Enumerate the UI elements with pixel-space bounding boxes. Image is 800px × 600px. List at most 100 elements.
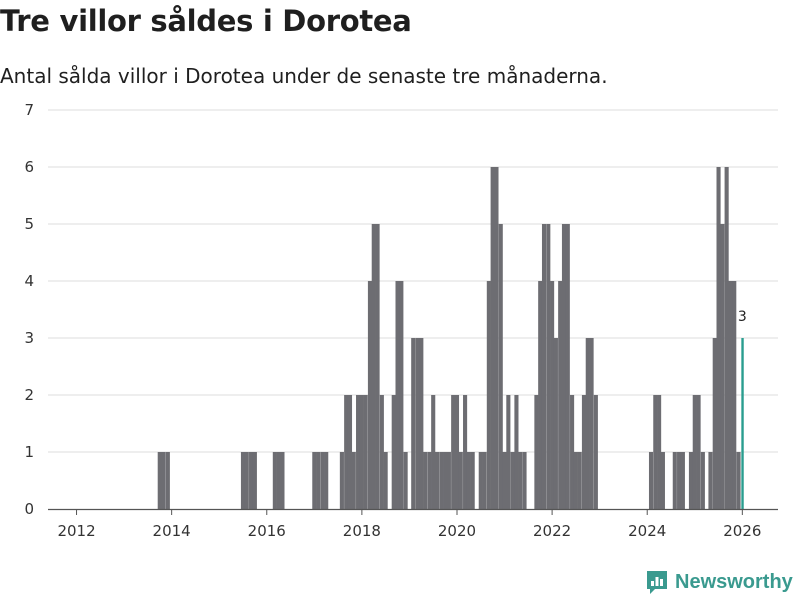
y-tick-label: 2	[24, 386, 34, 404]
bar	[541, 224, 547, 509]
bar	[161, 452, 166, 509]
bar	[692, 395, 697, 509]
x-tick-label: 2014	[153, 522, 191, 540]
bar	[403, 452, 408, 509]
bar	[463, 395, 468, 509]
bar	[252, 452, 257, 509]
chart-subtitle: Antal sålda villor i Dorotea under de se…	[0, 64, 608, 88]
bar	[558, 281, 563, 509]
y-tick-label: 3	[24, 329, 34, 347]
bar	[510, 452, 515, 509]
bar	[419, 338, 424, 509]
chart-title: Tre villor såldes i Dorotea	[0, 4, 412, 38]
y-tick-label: 0	[24, 500, 34, 518]
bar	[720, 224, 725, 509]
bar	[577, 452, 582, 509]
bar	[660, 452, 665, 509]
bar	[312, 452, 317, 509]
bar	[506, 395, 511, 509]
bar	[482, 452, 487, 509]
bar	[522, 452, 527, 509]
y-tick-label: 4	[24, 272, 34, 290]
bar	[356, 395, 361, 509]
bar-value-label: 3	[738, 309, 747, 325]
bar	[514, 395, 519, 509]
y-tick-label: 5	[24, 215, 34, 233]
bar	[415, 338, 420, 509]
bar	[344, 395, 349, 509]
bar	[696, 395, 701, 509]
bar	[648, 452, 654, 509]
brand-name: Newsworthy	[675, 570, 793, 593]
bar	[553, 338, 558, 509]
x-tick-label: 2012	[57, 522, 95, 540]
bar	[494, 167, 499, 509]
bar	[708, 452, 713, 509]
bar	[700, 452, 705, 509]
newsworthy-icon	[647, 571, 667, 594]
x-tick-label: 2024	[628, 522, 666, 540]
bar	[316, 452, 321, 509]
bar	[724, 167, 729, 509]
newsworthy-logo: Newsworthy	[645, 569, 793, 595]
bar	[550, 281, 555, 509]
bar	[589, 338, 594, 509]
bar	[458, 452, 463, 509]
bar	[712, 338, 717, 509]
bar	[423, 452, 428, 509]
bar	[546, 224, 551, 509]
bar	[573, 452, 578, 509]
bar	[157, 452, 162, 509]
bar	[502, 452, 507, 509]
bar	[379, 395, 384, 509]
bar	[434, 452, 440, 509]
bar	[478, 452, 483, 509]
bar	[165, 452, 170, 509]
highlight-bar	[741, 338, 744, 509]
bar	[276, 452, 281, 509]
bar	[680, 452, 685, 509]
bar	[538, 281, 543, 509]
bar	[431, 395, 436, 509]
bar	[653, 395, 658, 509]
bar	[454, 395, 460, 509]
bar	[466, 452, 471, 509]
bar	[411, 338, 416, 509]
bar	[593, 395, 598, 509]
x-tick-label: 2016	[248, 522, 286, 540]
bar	[391, 395, 396, 509]
bar	[565, 224, 570, 509]
bar	[736, 452, 741, 509]
bar	[498, 224, 503, 509]
bar	[581, 395, 587, 509]
bar	[716, 167, 721, 509]
bar	[367, 281, 373, 509]
bar	[728, 281, 733, 509]
x-tick-label: 2020	[438, 522, 476, 540]
bar	[570, 395, 575, 509]
bar	[446, 452, 451, 509]
bar	[486, 281, 491, 509]
bar	[395, 281, 400, 509]
bar	[561, 224, 567, 509]
bar	[534, 395, 539, 509]
bar	[363, 395, 368, 509]
bar	[518, 452, 523, 509]
bar	[490, 167, 495, 509]
x-tick-label: 2018	[343, 522, 381, 540]
bar	[439, 452, 444, 509]
bar	[371, 224, 376, 509]
bar	[383, 452, 388, 509]
bar	[732, 281, 737, 509]
bar	[688, 452, 694, 509]
bar	[375, 224, 380, 509]
bar	[347, 395, 353, 509]
bar	[240, 452, 246, 509]
bar	[657, 395, 662, 509]
bar	[320, 452, 325, 509]
bar	[427, 452, 432, 509]
y-tick-label: 6	[24, 158, 34, 176]
bar	[339, 452, 344, 509]
y-tick-label: 7	[24, 101, 34, 119]
